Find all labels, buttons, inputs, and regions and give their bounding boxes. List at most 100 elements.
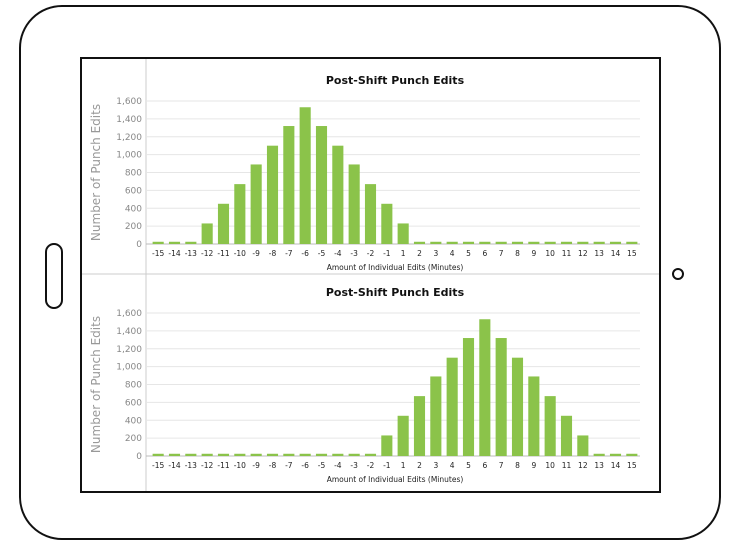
bar (626, 453, 638, 456)
x-tick-label: -12 (201, 461, 213, 470)
bar (479, 241, 491, 244)
x-tick-label: 15 (627, 461, 637, 470)
bar (299, 107, 311, 244)
x-tick-label: -9 (252, 461, 260, 470)
bar (430, 376, 442, 456)
x-tick-label: 1 (401, 461, 406, 470)
bar (364, 453, 377, 456)
bar (462, 241, 475, 244)
x-tick-label: 13 (594, 461, 604, 470)
bar (626, 241, 638, 244)
bar (544, 241, 556, 244)
x-tick-label: 2 (417, 249, 422, 258)
bar (168, 453, 181, 456)
x-tick-label: -1 (383, 249, 391, 258)
chart-top: Post-Shift Punch Edits 0 200 400 600 800 1,000… (89, 74, 640, 272)
bar (168, 241, 181, 244)
chart-bottom: Post-Shift Punch Edits 0 200 400 600 800 1,000… (89, 286, 640, 484)
y-axis-label: Number of Punch Edits (89, 316, 103, 453)
bar (364, 184, 377, 244)
x-tick-label: 8 (515, 461, 520, 470)
pill-button-icon[interactable] (45, 243, 63, 309)
y-tick-label: 1,400 (116, 115, 142, 125)
bar (560, 415, 573, 456)
x-tick-label: -2 (367, 249, 375, 258)
bar (266, 145, 279, 244)
bar (528, 376, 540, 456)
tablet-bezel (19, 5, 721, 540)
x-tick-label: 2 (417, 461, 422, 470)
y-tick-label: 400 (125, 204, 142, 214)
y-tick-label: 800 (125, 381, 142, 391)
bar (234, 184, 246, 244)
bar (201, 453, 213, 456)
bar (152, 241, 164, 244)
bar (332, 145, 344, 244)
chart-title: Post-Shift Punch Edits (326, 74, 465, 87)
bar (397, 415, 409, 456)
bar (446, 357, 458, 456)
x-tick-label: 7 (499, 249, 504, 258)
y-tick-label: 1,200 (116, 345, 142, 355)
bar (381, 435, 393, 456)
y-tick-label: 600 (125, 186, 142, 196)
bar (217, 203, 230, 244)
bar (381, 203, 393, 244)
x-tick-label: 11 (562, 461, 572, 470)
bar (250, 164, 262, 244)
bar (152, 453, 164, 456)
x-tick-label: 14 (611, 249, 621, 258)
x-tick-label: 12 (578, 249, 588, 258)
bar (315, 126, 328, 244)
x-tick-label: -15 (152, 461, 164, 470)
x-tick-label: 8 (515, 249, 520, 258)
x-tick-label: 9 (531, 461, 536, 470)
x-tick-label: 5 (466, 461, 471, 470)
x-tick-label: -13 (185, 461, 197, 470)
x-tick-label: -7 (285, 461, 293, 470)
x-tick-label: -15 (152, 249, 164, 258)
x-tick-label: -6 (301, 461, 309, 470)
bar (250, 453, 262, 456)
bar (185, 453, 197, 456)
bar (462, 338, 475, 456)
x-tick-label: -3 (350, 461, 358, 470)
bar (413, 241, 426, 244)
bar (397, 223, 409, 244)
bar (413, 396, 426, 456)
y-tick-label: 0 (136, 452, 142, 462)
x-tick-label: -8 (269, 461, 277, 470)
x-tick-label: 4 (450, 461, 455, 470)
x-tick-label: -5 (318, 461, 326, 470)
y-axis-label: Number of Punch Edits (89, 104, 103, 241)
x-tick-label: -9 (252, 249, 260, 258)
bar (332, 453, 344, 456)
bar (511, 357, 524, 456)
bar (283, 126, 295, 244)
x-tick-label: 4 (450, 249, 455, 258)
x-tick-label: -6 (301, 249, 309, 258)
y-tick-label: 800 (125, 169, 142, 179)
x-tick-label: 6 (482, 249, 487, 258)
bar (495, 241, 507, 244)
x-tick-label: -10 (234, 249, 246, 258)
y-tick-label: 1,600 (116, 97, 142, 107)
bar (348, 453, 360, 456)
y-tick-label: 600 (125, 398, 142, 408)
bar (528, 241, 540, 244)
x-tick-label: -4 (334, 249, 342, 258)
y-tick-label: 200 (125, 434, 142, 444)
y-tick-label: 400 (125, 416, 142, 426)
x-tick-label: -4 (334, 461, 342, 470)
bar (234, 453, 246, 456)
x-tick-label: -14 (168, 461, 180, 470)
x-tick-label: 10 (545, 249, 555, 258)
x-tick-label: -3 (350, 249, 358, 258)
bar (609, 453, 622, 456)
bar (479, 319, 491, 456)
y-tick-label: 1,400 (116, 327, 142, 337)
x-tick-label: -1 (383, 461, 391, 470)
x-tick-label: 11 (562, 249, 572, 258)
x-tick-label: 3 (433, 249, 438, 258)
